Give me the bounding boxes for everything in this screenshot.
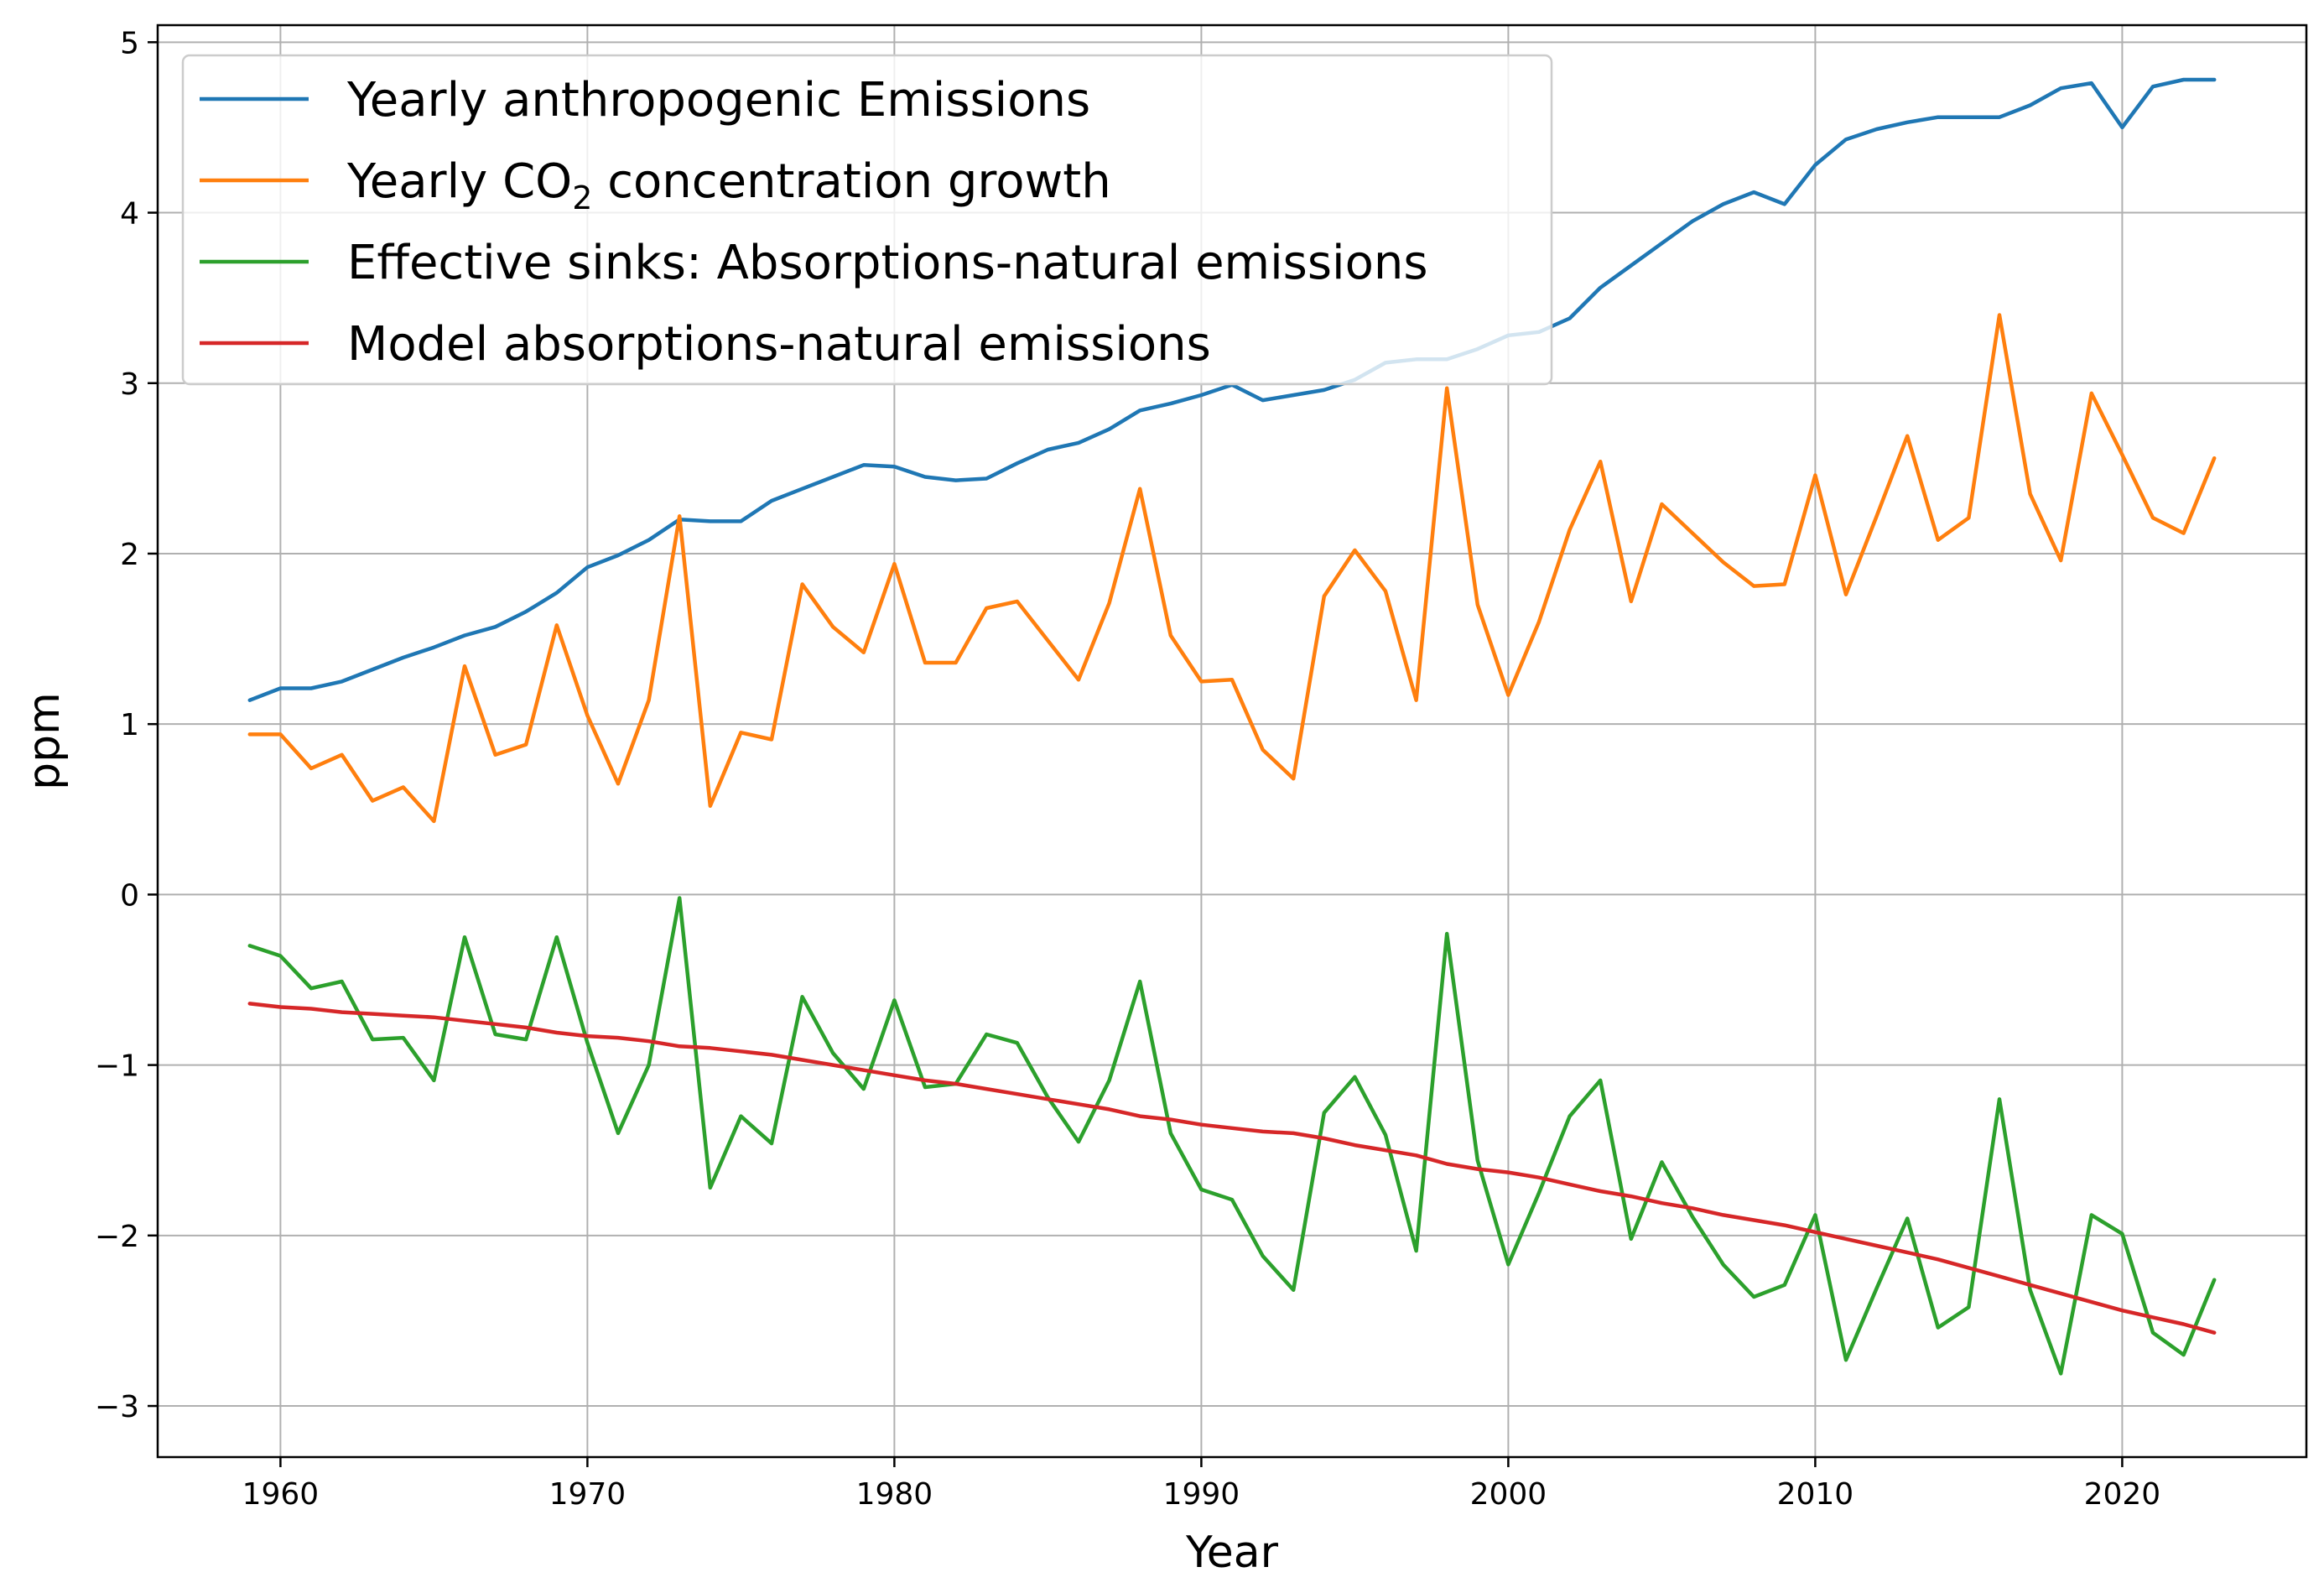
y-tick-label: −1 (95, 1049, 139, 1084)
legend-label-rest: concentration growth (592, 154, 1110, 209)
y-tick-label: 0 (120, 878, 139, 913)
legend-label-subscript: 2 (572, 180, 592, 216)
series-4 (247, 1002, 2217, 1335)
legend-entry-label: Yearly CO2 concentration growth (346, 154, 1111, 216)
legend-box (181, 54, 1553, 386)
legend: Yearly anthropogenic Emissions Yearly CO2… (181, 54, 1553, 386)
series-line (247, 1002, 2217, 1335)
x-tick-label: 2010 (1777, 1477, 1854, 1512)
x-axis-label: Year (1185, 1528, 1279, 1578)
legend-entry-label: Yearly anthropogenic Emissions (346, 73, 1090, 128)
plot-area-frame (156, 23, 2308, 1459)
y-tick-label: 2 (120, 538, 139, 572)
series-line (247, 313, 2217, 824)
series-2 (247, 313, 2217, 824)
y-tick-label: −2 (95, 1220, 139, 1254)
y-tick-label: 3 (120, 367, 139, 402)
y-tick-label: −3 (95, 1390, 139, 1424)
y-tick-label: 5 (120, 26, 139, 60)
series-3 (247, 896, 2217, 1376)
x-tick-label: 2020 (2084, 1477, 2161, 1512)
series-line (247, 896, 2217, 1376)
y-tick-label: 1 (120, 708, 139, 742)
x-tick-label: 1990 (1163, 1477, 1240, 1512)
y-axis-label: ppm (19, 692, 70, 790)
legend-entry-label: Effective sinks: Absorptions-natural emi… (347, 236, 1428, 290)
y-tick-label: 4 (120, 197, 139, 232)
x-tick-label: 1980 (856, 1477, 933, 1512)
x-tick-label: 1970 (549, 1477, 626, 1512)
axis-ticks: 1960 1970 1980 1990 2000 2010 2020 −3 −2 −1 0 1 2 3 4 5 (95, 26, 2160, 1512)
legend-label-main: Yearly CO (346, 154, 572, 209)
legend-entry-label: Model absorptions-natural emissions (347, 317, 1211, 372)
x-tick-label: 2000 (1470, 1477, 1547, 1512)
x-tick-label: 1960 (242, 1477, 320, 1512)
